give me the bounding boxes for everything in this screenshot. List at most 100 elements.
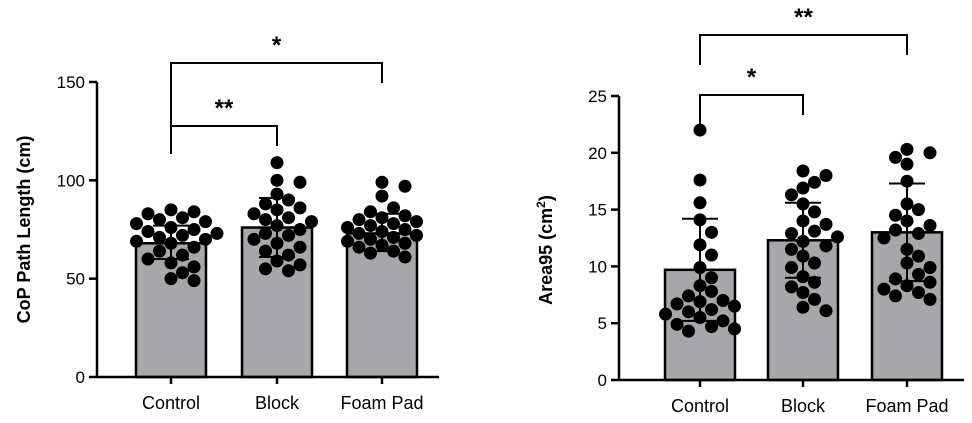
data-point [900, 279, 914, 293]
x-tick-label: Block [255, 393, 300, 413]
data-point [682, 289, 695, 303]
significance-label: ** [215, 95, 234, 122]
data-point [364, 246, 377, 260]
path-length-chart: 0 50 100 150 Control Block Foam Pad CoP Path Le… [14, 32, 439, 413]
y-axis-title-sup: 2 [534, 201, 548, 208]
data-point [398, 209, 412, 223]
data-point [796, 164, 810, 178]
data-point [785, 226, 798, 240]
data-point [705, 303, 718, 317]
data-point [293, 201, 307, 215]
y-tick-label: 0 [598, 371, 607, 390]
data-point [912, 267, 925, 281]
data-point [141, 224, 155, 238]
data-point [819, 217, 833, 231]
area95-chart: 0 5 10 15 20 25 Control Block Foam Pad Area95 (cm… [534, 4, 964, 416]
data-point [831, 230, 844, 244]
data-point [889, 289, 902, 303]
data-point [270, 219, 284, 233]
data-point [670, 297, 684, 311]
data-point [398, 179, 412, 193]
y-tick-label: 20 [588, 144, 607, 163]
data-point [693, 261, 707, 275]
data-point [375, 175, 389, 189]
data-point [293, 175, 307, 189]
data-point [912, 286, 925, 300]
data-point [364, 232, 377, 246]
data-point [187, 260, 201, 274]
data-point [682, 305, 695, 319]
significance-label: * [272, 32, 282, 59]
data-point [282, 248, 295, 262]
significance-bracket [699, 34, 908, 65]
data-point [705, 320, 718, 334]
x-tick-label: Control [142, 393, 200, 413]
data-point [259, 213, 272, 227]
data-point [923, 261, 937, 275]
data-point [785, 280, 798, 294]
data-point [187, 274, 201, 288]
data-point [705, 284, 718, 298]
data-point [164, 272, 178, 286]
y-tick-label: 15 [588, 201, 607, 220]
data-point [889, 272, 902, 286]
y-tick-label: 0 [76, 368, 85, 387]
data-point [387, 201, 400, 215]
data-point [808, 224, 821, 238]
data-point [176, 228, 189, 242]
data-point [199, 232, 212, 246]
y-tick-label: 10 [588, 257, 607, 276]
data-point [808, 205, 821, 219]
data-point [293, 240, 307, 254]
data-point [682, 324, 695, 338]
data-point [877, 282, 891, 296]
data-point [387, 244, 400, 258]
data-point [341, 234, 354, 248]
significance-bracket [170, 125, 278, 154]
data-point [375, 238, 389, 252]
y-axis-title-end: ) [536, 195, 556, 201]
data-point [900, 197, 914, 211]
data-point [210, 226, 224, 240]
data-point [808, 175, 821, 189]
data-point [693, 238, 707, 252]
data-point [785, 261, 798, 275]
data-point [164, 256, 178, 270]
data-point [693, 173, 707, 187]
data-point [293, 258, 307, 272]
significance-label: ** [794, 4, 813, 31]
data-point [259, 262, 272, 276]
data-point [387, 217, 400, 231]
data-point [670, 317, 684, 331]
data-point [364, 219, 377, 233]
data-point [900, 142, 914, 156]
data-point [141, 207, 155, 221]
data-point [819, 239, 833, 253]
data-point [282, 211, 295, 225]
y-axis-title: Area95 (cm2) [534, 195, 556, 305]
data-point [176, 266, 189, 280]
data-point [693, 295, 707, 309]
x-tick-label: Block [781, 396, 826, 416]
data-point [900, 214, 914, 228]
data-point [923, 275, 937, 289]
significance-bracket [699, 94, 804, 125]
data-point [808, 256, 821, 270]
x-tick-label: Foam Pad [340, 393, 423, 413]
data-point [293, 223, 307, 236]
data-point [705, 225, 718, 239]
data-point [693, 196, 707, 210]
data-point [305, 215, 318, 229]
data-point [796, 300, 810, 314]
data-point [341, 221, 354, 235]
data-point [693, 279, 707, 293]
data-point [398, 223, 412, 236]
data-point [410, 215, 423, 229]
data-point [176, 248, 189, 262]
data-point [141, 252, 155, 266]
y-tick-label: 150 [57, 73, 85, 92]
data-point [164, 236, 178, 250]
data-point [796, 181, 810, 195]
data-point [819, 304, 833, 318]
data-point [705, 271, 718, 285]
